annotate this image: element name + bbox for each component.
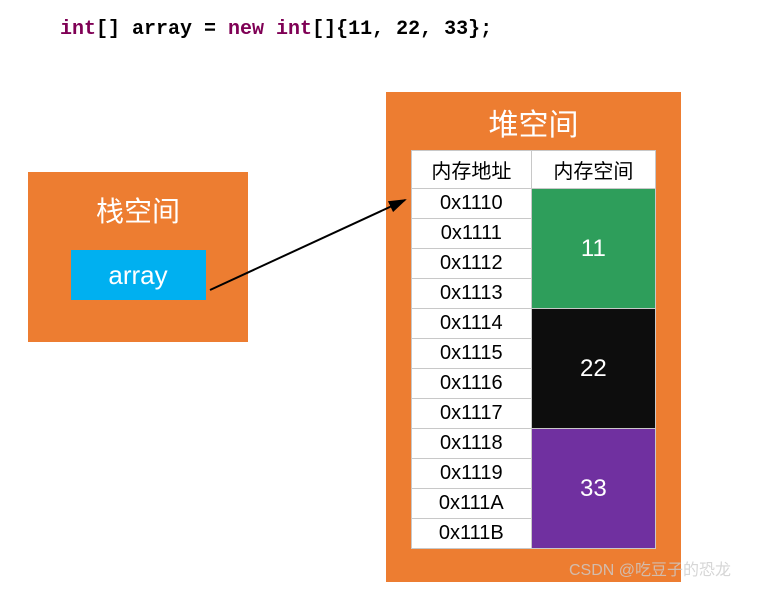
- watermark: CSDN @吃豆子的恐龙: [569, 556, 731, 580]
- code-line: int[] array = new int[]{11, 22, 33};: [60, 18, 492, 41]
- address-cell: 0x111A: [412, 489, 532, 519]
- heap-title: 堆空间: [489, 100, 579, 144]
- stack-variable-cell: array: [71, 250, 206, 300]
- address-cell: 0x1116: [412, 369, 532, 399]
- table-row: 0x111011: [412, 189, 656, 219]
- address-cell: 0x1111: [412, 219, 532, 249]
- header-address: 内存地址: [412, 151, 532, 189]
- stack-panel: 栈空间 array: [28, 172, 248, 342]
- address-cell: 0x1117: [412, 399, 532, 429]
- code-keyword-new: new int: [228, 18, 312, 41]
- value-cell: 22: [531, 309, 655, 429]
- code-rest: []{11, 22, 33};: [312, 18, 492, 41]
- address-cell: 0x111B: [412, 519, 532, 549]
- stack-title: 栈空间: [96, 190, 180, 230]
- value-cell: 33: [531, 429, 655, 549]
- address-cell: 0x1113: [412, 279, 532, 309]
- address-cell: 0x1110: [412, 189, 532, 219]
- table-row: 0x111833: [412, 429, 656, 459]
- code-keyword-int: int: [60, 18, 96, 41]
- address-cell: 0x1115: [412, 339, 532, 369]
- address-cell: 0x1112: [412, 249, 532, 279]
- heap-panel: 堆空间 内存地址 内存空间 0x1110110x11110x11120x1113…: [386, 92, 681, 582]
- value-cell: 11: [531, 189, 655, 309]
- address-cell: 0x1119: [412, 459, 532, 489]
- table-row: 0x111422: [412, 309, 656, 339]
- table-header-row: 内存地址 内存空间: [412, 151, 656, 189]
- code-brackets: []: [96, 18, 132, 41]
- header-value: 内存空间: [531, 151, 655, 189]
- address-cell: 0x1114: [412, 309, 532, 339]
- address-cell: 0x1118: [412, 429, 532, 459]
- code-var: array =: [132, 18, 228, 41]
- memory-table: 内存地址 内存空间 0x1110110x11110x11120x11130x11…: [411, 150, 656, 549]
